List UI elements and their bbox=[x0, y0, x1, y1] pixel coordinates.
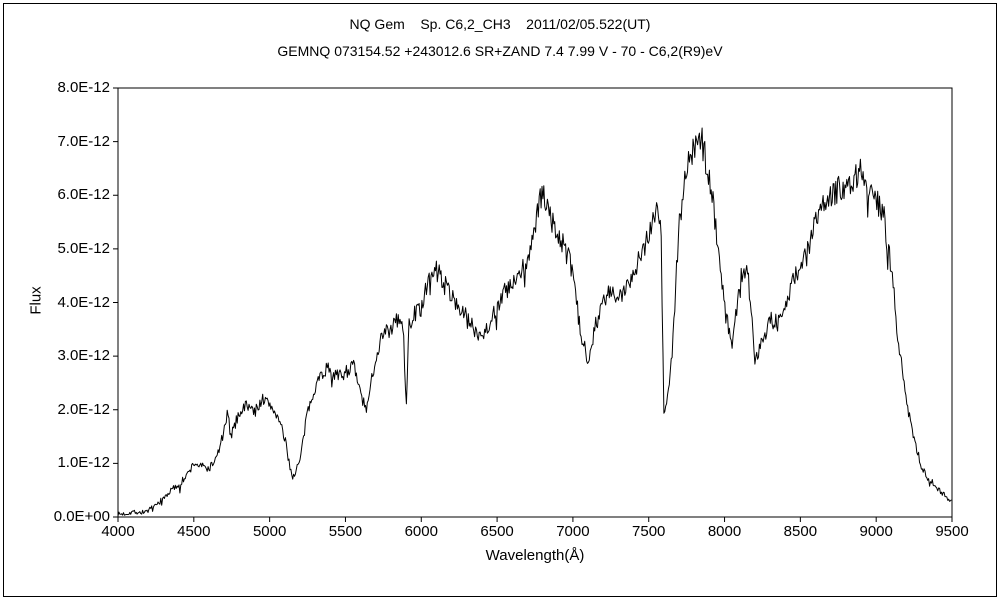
x-tick-label: 8500 bbox=[783, 523, 818, 540]
y-tick-label: 1.0E-12 bbox=[57, 454, 110, 472]
x-tick-label: 7500 bbox=[632, 523, 666, 540]
spectrum-trace bbox=[117, 127, 952, 517]
y-tick-label: 6.0E-12 bbox=[57, 186, 110, 204]
x-axis-label: Wavelength(Å) bbox=[485, 547, 585, 564]
plot-frame bbox=[117, 87, 953, 518]
chart-title: NQ Gem Sp. C6,2_CH3 2011/02/05.522(UT) bbox=[349, 16, 651, 32]
x-tick-label: 4000 bbox=[101, 523, 135, 540]
figure-border bbox=[3, 3, 997, 597]
x-tick-label: 4500 bbox=[177, 523, 211, 540]
y-tick-label: 2.0E-12 bbox=[57, 400, 110, 418]
x-tick-label: 6500 bbox=[480, 523, 514, 540]
y-tick-label: 4.0E-12 bbox=[57, 293, 110, 311]
x-tick-label: 5500 bbox=[328, 523, 363, 540]
x-tick-label: 5000 bbox=[252, 523, 287, 540]
x-tick-label: 6000 bbox=[404, 523, 438, 540]
y-axis-label: Flux bbox=[27, 286, 45, 315]
y-tick-label: 0.0E+00 bbox=[53, 508, 110, 525]
y-tick-label: 3.0E-12 bbox=[57, 347, 110, 365]
y-tick-label: 7.0E-12 bbox=[57, 132, 110, 150]
x-tick-label: 9500 bbox=[935, 523, 969, 540]
chart-subtitle: GEMNQ 073154.52 +243012.6 SR+ZAND 7.4 7.… bbox=[277, 43, 723, 59]
y-tick-label: 8.0E-12 bbox=[57, 79, 110, 96]
y-tick-label: 5.0E-12 bbox=[57, 239, 110, 257]
x-tick-label: 8000 bbox=[707, 523, 742, 540]
x-tick-label: 7000 bbox=[556, 523, 590, 540]
x-tick-label: 9000 bbox=[859, 523, 893, 540]
